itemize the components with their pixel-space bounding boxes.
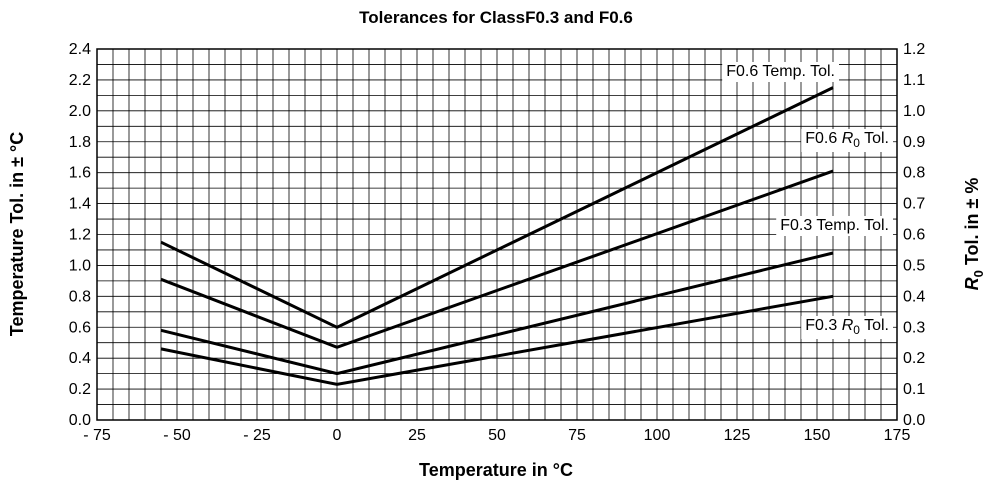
y-left-tick-label: 1.2 xyxy=(69,227,91,244)
y-left-tick-label: 0.0 xyxy=(69,412,91,429)
series-line xyxy=(160,86,834,329)
series-lines xyxy=(160,86,834,386)
y-left-tick-label: 1.4 xyxy=(69,196,91,213)
x-tick-label: 150 xyxy=(804,427,831,444)
x-tick-label: - 50 xyxy=(163,427,191,444)
y-left-tick-label: 0.4 xyxy=(69,350,91,367)
series-annotation-symbol: R xyxy=(842,317,854,334)
series-annotation-label: F0.3 Temp. Tol. xyxy=(780,217,889,234)
x-tick-label: - 75 xyxy=(83,427,111,444)
chart-title: Tolerances for ClassF0.3 and F0.6 xyxy=(359,8,633,27)
series-annotation: F0.6 Temp. Tol. xyxy=(722,62,839,82)
x-tick-label: 75 xyxy=(568,427,586,444)
series-annotation-background xyxy=(776,216,893,236)
series-annotation: F0.6 R0 Tol. xyxy=(801,129,893,152)
series-annotation-label: F0.3 R0 Tol. xyxy=(805,317,889,337)
series-annotation-rest: Tol. xyxy=(860,317,889,334)
y-left-axis-label: Temperature Tol. in ± °C xyxy=(7,132,27,336)
x-tick-label: 175 xyxy=(884,427,911,444)
series-annotation-background xyxy=(722,62,839,82)
series-annotation-label: F0.6 Temp. Tol. xyxy=(726,63,835,80)
y-right-tick-label: 0.8 xyxy=(903,165,925,182)
series-line xyxy=(160,169,834,349)
y-right-tick-label: 1.2 xyxy=(903,41,925,58)
y-left-tick-label: 2.2 xyxy=(69,72,91,89)
y-right-label-main: R xyxy=(962,277,982,290)
series-annotation-main: F0.3 Temp. Tol. xyxy=(780,217,889,234)
series-annotation-label: F0.6 R0 Tol. xyxy=(805,130,889,150)
x-tick-label: - 25 xyxy=(243,427,271,444)
y-left-tick-label: 0.2 xyxy=(69,381,91,398)
series-annotation-sub: 0 xyxy=(853,136,860,150)
x-tick-label: 50 xyxy=(488,427,506,444)
y-right-tick-label: 0.0 xyxy=(903,412,925,429)
y-right-tick-label: 0.2 xyxy=(903,350,925,367)
x-tick-label: 0 xyxy=(333,427,342,444)
x-tick-labels: - 75 - 50 - 25 0 25 50 75 100 125 150 175 xyxy=(83,427,910,444)
y-left-tick-label: 2.0 xyxy=(69,103,91,120)
y-right-tick-label: 0.6 xyxy=(903,227,925,244)
y-right-axis-label: R0 Tol. in ± % xyxy=(962,178,986,291)
y-left-tick-label: 0.6 xyxy=(69,319,91,336)
series-annotation-main: F0.6 xyxy=(805,130,841,147)
y-left-tick-label: 0.8 xyxy=(69,288,91,305)
y-left-tick-label: 1.0 xyxy=(69,257,91,274)
series-annotation-main: F0.3 xyxy=(805,317,841,334)
y-right-label-rest: Tol. in ± % xyxy=(962,178,982,271)
x-axis-label: Temperature in °C xyxy=(419,460,573,480)
series-annotation-main: F0.6 Temp. Tol. xyxy=(726,63,835,80)
series-annotation: F0.3 R0 Tol. xyxy=(801,316,893,339)
y-right-tick-label: 0.9 xyxy=(903,134,925,151)
y-right-label-sub: 0 xyxy=(971,270,986,277)
y-right-tick-label: 1.1 xyxy=(903,72,925,89)
series-annotation-background xyxy=(801,316,893,339)
y-right-tick-label: 0.3 xyxy=(903,319,925,336)
series-annotation-rest: Tol. xyxy=(860,130,889,147)
series-annotation-background xyxy=(801,129,893,152)
series-line xyxy=(160,251,834,376)
y-right-tick-label: 0.4 xyxy=(903,288,925,305)
y-left-tick-label: 1.8 xyxy=(69,134,91,151)
series-line xyxy=(160,294,834,386)
y-right-tick-label: 0.7 xyxy=(903,196,925,213)
x-tick-label: 100 xyxy=(644,427,671,444)
grid xyxy=(96,48,898,421)
series-annotation: F0.3 Temp. Tol. xyxy=(776,216,893,236)
x-tick-label: 125 xyxy=(724,427,751,444)
series-annotation-sub: 0 xyxy=(853,323,860,337)
y-right-tick-label: 1.0 xyxy=(903,103,925,120)
y-left-tick-labels: 0.0 0.2 0.4 0.6 0.8 1.0 1.2 1.4 1.6 1.8 2.0 2.2 2.4 xyxy=(69,41,91,429)
x-tick-label: 25 xyxy=(408,427,426,444)
series-annotations: F0.6 Temp. Tol.F0.6 R0 Tol.F0.3 Temp. To… xyxy=(722,62,893,339)
y-left-tick-label: 1.6 xyxy=(69,165,91,182)
plot-frame xyxy=(96,48,898,421)
y-right-tick-labels: 0.0 0.1 0.2 0.3 0.4 0.5 0.6 0.7 0.8 0.9 1.0 1.1 1.2 xyxy=(903,41,925,429)
y-right-tick-label: 0.1 xyxy=(903,381,925,398)
series-annotation-symbol: R xyxy=(842,130,854,147)
y-left-tick-label: 2.4 xyxy=(69,41,91,58)
y-right-tick-label: 0.5 xyxy=(903,257,925,274)
